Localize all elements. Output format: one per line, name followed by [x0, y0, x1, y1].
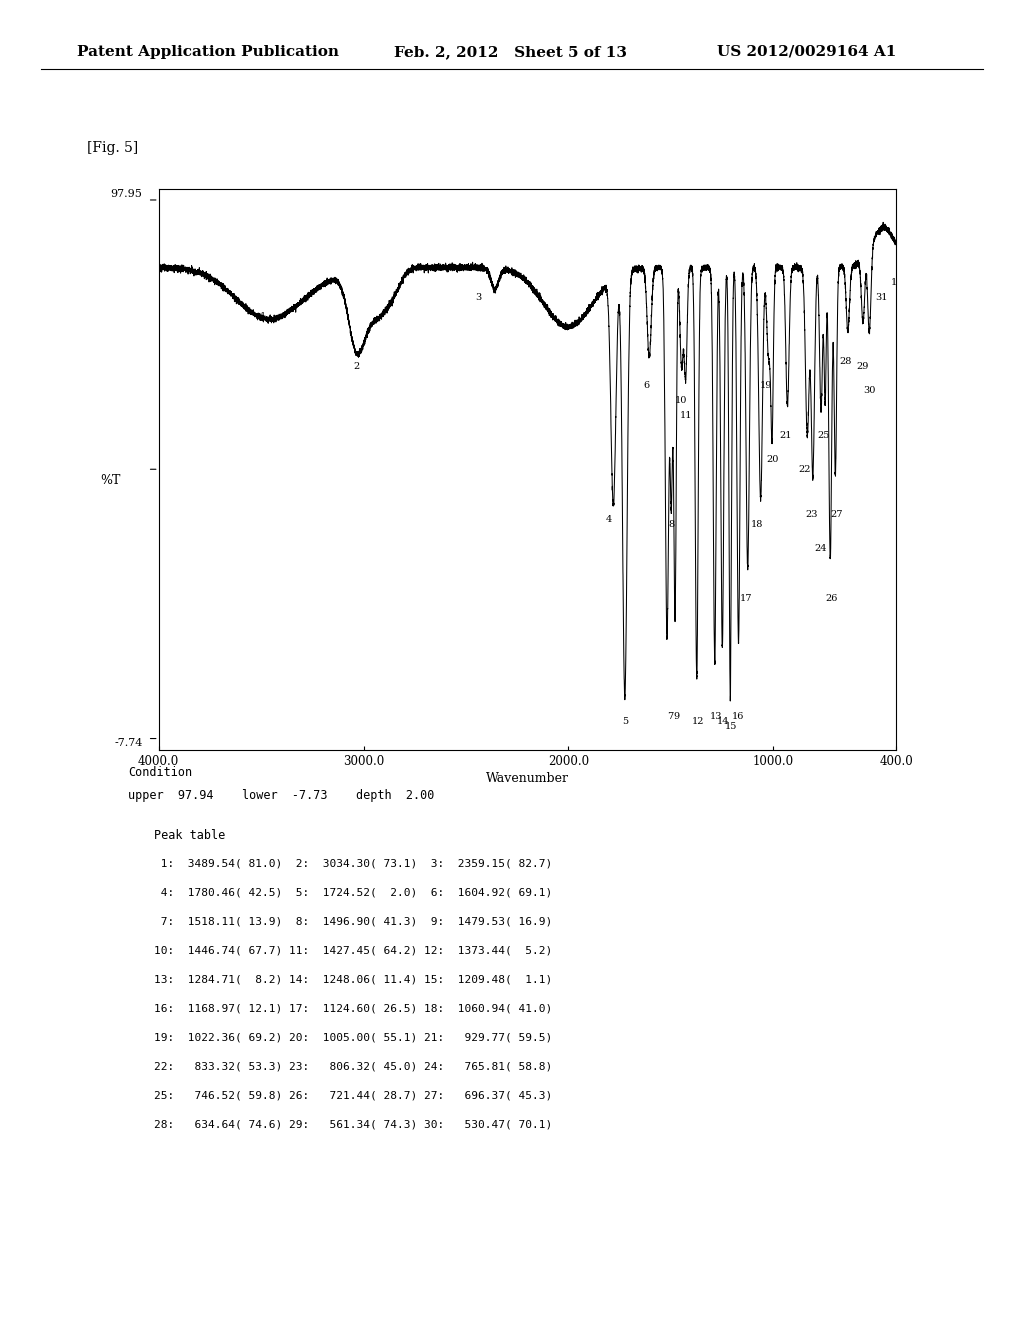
- Text: 18: 18: [751, 520, 763, 528]
- Text: 21: 21: [779, 430, 792, 440]
- Text: 25: 25: [818, 430, 830, 440]
- Text: 97.95: 97.95: [111, 189, 142, 199]
- Text: 30: 30: [863, 387, 876, 395]
- Text: 11: 11: [679, 411, 692, 420]
- Text: 28: 28: [839, 356, 851, 366]
- Text: 10:  1446.74( 67.7) 11:  1427.45( 64.2) 12:  1373.44(  5.2): 10: 1446.74( 67.7) 11: 1427.45( 64.2) 12…: [154, 945, 552, 956]
- Text: 16:  1168.97( 12.1) 17:  1124.60( 26.5) 18:  1060.94( 41.0): 16: 1168.97( 12.1) 17: 1124.60( 26.5) 18…: [154, 1003, 552, 1014]
- Text: Condition: Condition: [128, 766, 193, 779]
- Text: -7.74: -7.74: [114, 738, 142, 748]
- Text: 19:  1022.36( 69.2) 20:  1005.00( 55.1) 21:   929.77( 59.5): 19: 1022.36( 69.2) 20: 1005.00( 55.1) 21…: [154, 1032, 552, 1043]
- Text: 25:   746.52( 59.8) 26:   721.44( 28.7) 27:   696.37( 45.3): 25: 746.52( 59.8) 26: 721.44( 28.7) 27: …: [154, 1090, 552, 1101]
- Text: 23: 23: [805, 510, 818, 519]
- Text: US 2012/0029164 A1: US 2012/0029164 A1: [717, 45, 896, 59]
- Text: Feb. 2, 2012   Sheet 5 of 13: Feb. 2, 2012 Sheet 5 of 13: [394, 45, 628, 59]
- Text: 5: 5: [622, 717, 628, 726]
- Text: 16: 16: [731, 711, 743, 721]
- Text: 31: 31: [874, 293, 888, 301]
- Text: 1:  3489.54( 81.0)  2:  3034.30( 73.1)  3:  2359.15( 82.7): 1: 3489.54( 81.0) 2: 3034.30( 73.1) 3: 2…: [154, 858, 552, 869]
- Text: Peak table: Peak table: [154, 829, 225, 842]
- Text: %T: %T: [100, 474, 121, 487]
- Text: 6: 6: [643, 381, 649, 391]
- Text: 2: 2: [353, 362, 359, 371]
- Text: upper  97.94    lower  -7.73    depth  2.00: upper 97.94 lower -7.73 depth 2.00: [128, 789, 434, 803]
- Text: 14: 14: [717, 717, 729, 726]
- X-axis label: Wavenumber: Wavenumber: [485, 772, 569, 785]
- Text: 8: 8: [669, 520, 675, 528]
- Text: 20: 20: [766, 455, 778, 465]
- Text: 26: 26: [825, 594, 838, 602]
- Text: 27: 27: [829, 510, 843, 519]
- Text: 7: 7: [667, 711, 673, 721]
- Text: 12: 12: [692, 717, 705, 726]
- Text: 22: 22: [798, 465, 811, 474]
- Text: 7:  1518.11( 13.9)  8:  1496.90( 41.3)  9:  1479.53( 16.9): 7: 1518.11( 13.9) 8: 1496.90( 41.3) 9: 1…: [154, 916, 552, 927]
- Text: 9: 9: [674, 711, 680, 721]
- Text: 22:   833.32( 53.3) 23:   806.32( 45.0) 24:   765.81( 58.8): 22: 833.32( 53.3) 23: 806.32( 45.0) 24: …: [154, 1061, 552, 1072]
- Text: 1: 1: [260, 313, 266, 321]
- Text: [Fig. 5]: [Fig. 5]: [87, 141, 138, 156]
- Text: 4: 4: [606, 515, 612, 524]
- Text: 4:  1780.46( 42.5)  5:  1724.52(  2.0)  6:  1604.92( 69.1): 4: 1780.46( 42.5) 5: 1724.52( 2.0) 6: 16…: [154, 887, 552, 898]
- Text: 15: 15: [725, 722, 737, 731]
- Text: 1: 1: [891, 277, 897, 286]
- Text: 24: 24: [814, 544, 827, 553]
- Text: 17: 17: [739, 594, 753, 602]
- Text: Patent Application Publication: Patent Application Publication: [77, 45, 339, 59]
- Text: 19: 19: [760, 381, 772, 391]
- Text: 29: 29: [857, 362, 869, 371]
- Text: 13:  1284.71(  8.2) 14:  1248.06( 11.4) 15:  1209.48(  1.1): 13: 1284.71( 8.2) 14: 1248.06( 11.4) 15:…: [154, 974, 552, 985]
- Text: 10: 10: [675, 396, 687, 405]
- Text: 3: 3: [475, 293, 481, 301]
- Text: 28:   634.64( 74.6) 29:   561.34( 74.3) 30:   530.47( 70.1): 28: 634.64( 74.6) 29: 561.34( 74.3) 30: …: [154, 1119, 552, 1130]
- Text: 13: 13: [710, 711, 723, 721]
